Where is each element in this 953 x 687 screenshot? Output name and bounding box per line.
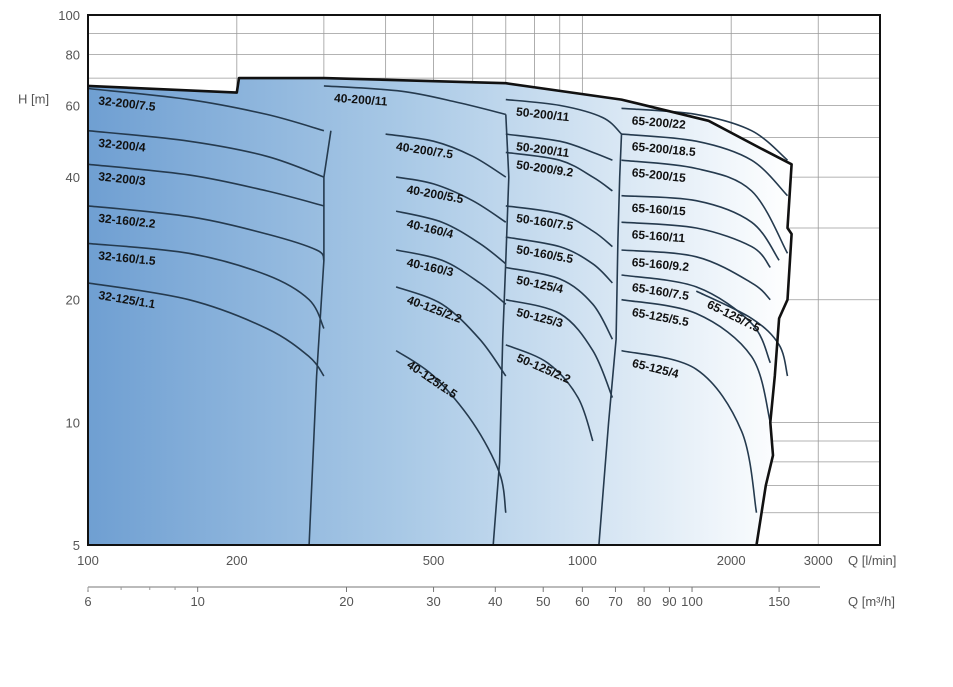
y-axis-label: H [m] (18, 91, 49, 106)
y-tick-label: 20 (66, 293, 80, 308)
pump-curve (87, 205, 325, 261)
x2-tick-label: 10 (190, 594, 204, 609)
curve-label: 32-200/3 (98, 169, 147, 188)
pump-curve (505, 98, 623, 135)
curve-label: 65-200/22 (631, 113, 686, 131)
pump-curve (395, 349, 507, 513)
pump-curve (505, 151, 613, 192)
curve-label: 40-200/11 (334, 91, 389, 109)
pump-curve (395, 249, 507, 305)
pump-curve (87, 163, 325, 207)
y-tick-label: 10 (66, 415, 80, 430)
pump-curve (87, 282, 325, 377)
pump-curve (87, 242, 325, 329)
outer-boundary (87, 76, 793, 546)
x2-tick-label: 90 (662, 594, 676, 609)
x-axis-label: Q [l/min] (848, 553, 896, 568)
curve-label: 65-160/11 (631, 227, 686, 245)
pump-curve (621, 159, 789, 254)
x2-tick-label: 50 (536, 594, 550, 609)
pump-curve (385, 133, 507, 178)
pump-curve (87, 87, 325, 132)
plot-frame (87, 14, 881, 546)
region-boundaries (87, 76, 793, 546)
region-divider (598, 134, 623, 546)
curve-label: 65-160/9.2 (631, 255, 690, 274)
x-tick-label: 3000 (804, 553, 833, 568)
x2-tick-label: 100 (681, 594, 703, 609)
x2-tick-label: 40 (488, 594, 502, 609)
region-divider (492, 114, 510, 546)
y-tick-label: 80 (66, 47, 80, 62)
region-divider (308, 130, 332, 546)
pump-curve (621, 194, 780, 261)
x-tick-label: 1000 (568, 553, 597, 568)
operating-region-fill (88, 78, 792, 545)
x2-tick-label: 6 (84, 594, 91, 609)
pump-curve (505, 133, 613, 161)
curve-label: 65-160/15 (631, 201, 686, 219)
x2-tick-label: 60 (575, 594, 589, 609)
pump-curve (505, 236, 613, 284)
pump-curves (87, 85, 789, 513)
curve-label: 32-200/7.5 (98, 94, 157, 114)
curve-label: 50-200/11 (515, 139, 570, 160)
x-tick-label: 200 (226, 553, 248, 568)
curve-label: 32-160/1.5 (98, 248, 157, 268)
curve-label: 32-160/2.2 (98, 211, 157, 231)
x-tick-label: 500 (423, 553, 445, 568)
pump-curve (505, 298, 614, 398)
pump-curve (87, 129, 325, 178)
y-tick-label: 40 (66, 170, 80, 185)
pump-curve (621, 249, 771, 301)
x2-axis-label: Q [m³/h] (848, 594, 895, 609)
pump-curve (323, 85, 506, 116)
curve-label: 65-200/18.5 (631, 139, 696, 159)
x2-tick-label: 150 (768, 594, 790, 609)
pump-curve (505, 205, 613, 248)
x2-tick-label: 20 (339, 594, 353, 609)
pump-curve (621, 349, 758, 513)
pump-curve (621, 298, 772, 423)
curve-label: 50-200/11 (515, 105, 570, 125)
pump-curve (695, 290, 789, 377)
axes: H [m] Q [l/min] Q [m³/h] 100806040201051… (18, 8, 896, 609)
pump-curve (621, 107, 789, 161)
pump-curve (395, 176, 507, 223)
x-tick-label: 100 (77, 553, 99, 568)
pump-curve (395, 286, 507, 377)
x2-tick-label: 70 (608, 594, 622, 609)
x2-tick-label: 80 (637, 594, 651, 609)
curve-label: 32-200/4 (98, 136, 147, 155)
pump-curve (395, 210, 507, 265)
pump-curve (505, 344, 594, 442)
y-tick-label: 5 (73, 538, 80, 553)
y-tick-label: 60 (66, 98, 80, 113)
x-tick-label: 2000 (717, 553, 746, 568)
pump-curve (621, 274, 772, 364)
operating-region (88, 78, 792, 545)
pump-curve (621, 221, 771, 269)
x2-tick-label: 30 (426, 594, 440, 609)
pump-curve (621, 133, 789, 197)
y-tick-label: 100 (58, 8, 80, 23)
pump-curve (505, 266, 614, 340)
curve-label: 65-200/15 (631, 165, 687, 185)
